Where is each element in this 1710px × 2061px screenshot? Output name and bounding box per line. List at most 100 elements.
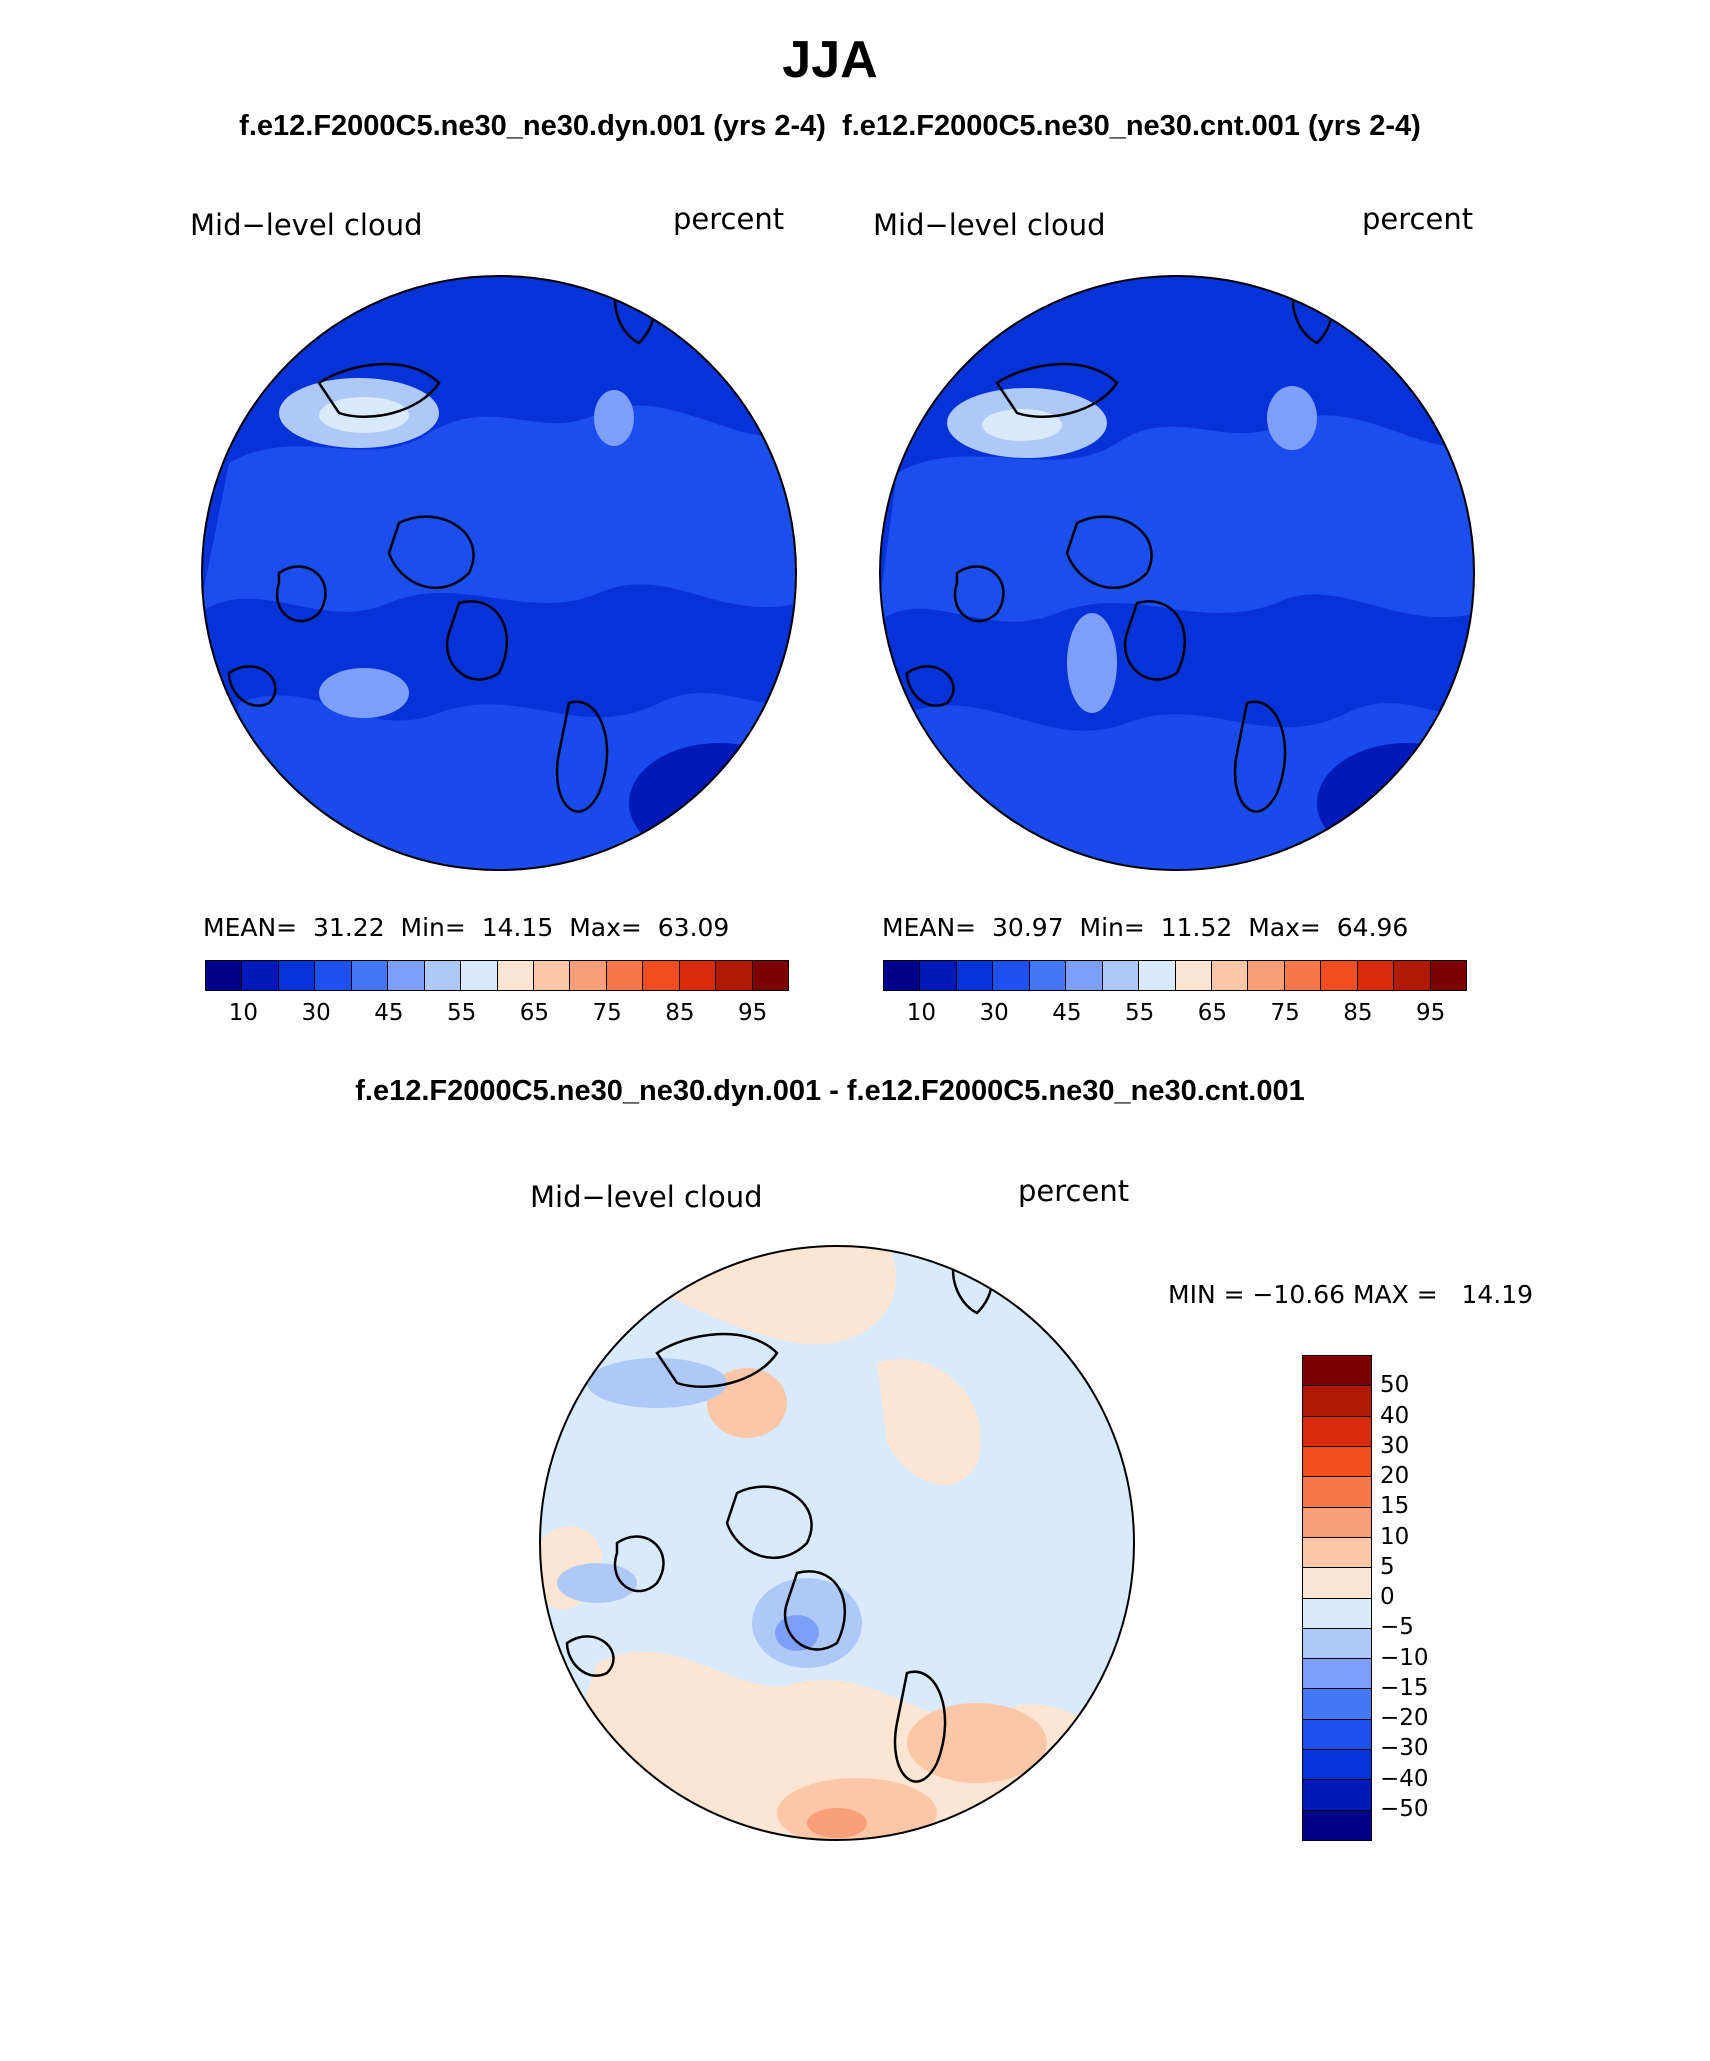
diff-colorbar-swatch	[1303, 1689, 1371, 1720]
diff-colorbar-swatch	[1303, 1386, 1371, 1417]
diff-units-label: percent	[1018, 1174, 1130, 1208]
colorbar-swatch	[1357, 961, 1395, 990]
left-cloud-max-core	[319, 397, 409, 433]
colorbar-swatch	[716, 961, 753, 990]
right-min-value: 11.52	[1160, 913, 1233, 942]
diff-polar-map	[539, 1245, 1135, 1841]
colorbar-tick-label: 10	[906, 1000, 937, 1026]
right-cloud-region-3	[1267, 386, 1317, 450]
diff-colorbar-tick-label: 20	[1380, 1463, 1410, 1489]
left-variable-label: Mid−level cloud	[190, 208, 423, 242]
colorbar-swatch	[424, 961, 462, 990]
diff-variable-label: Mid−level cloud	[530, 1180, 763, 1214]
colorbar-tick-label: 45	[1052, 1000, 1082, 1026]
case-title-right: f.e12.F2000C5.ne30_ne30.cnt.001 (yrs 2-4…	[842, 110, 1421, 142]
colorbar-tick-label: 75	[1270, 1000, 1300, 1026]
diff-colorbar-tick-label: −50	[1380, 1795, 1429, 1822]
colorbar-tick-label: 65	[519, 1000, 550, 1026]
left-max-label: Max=	[569, 913, 642, 942]
left-colorbar	[205, 960, 789, 991]
diff-colorbar-swatch	[1303, 1598, 1371, 1629]
right-max-label: Max=	[1248, 913, 1321, 942]
right-max-value: 64.96	[1336, 913, 1409, 942]
colorbar-swatch	[643, 961, 680, 990]
colorbar-swatch	[206, 961, 243, 990]
colorbar-tick-label: 85	[1343, 1000, 1373, 1026]
right-mean-value: 30.97	[992, 913, 1064, 942]
left-mean-value: 31.22	[313, 913, 385, 942]
colorbar-swatch	[242, 961, 279, 990]
colorbar-tick-label: 55	[1124, 1000, 1155, 1026]
colorbar-swatch	[1211, 961, 1249, 990]
left-map-border	[201, 275, 797, 871]
diff-positive-region-4	[877, 1359, 981, 1485]
diff-colorbar-tick-label: −15	[1380, 1674, 1429, 1701]
colorbar-swatch	[278, 961, 316, 990]
colorbar-swatch	[533, 961, 571, 990]
diff-positive-peak	[807, 1808, 867, 1838]
colorbar-swatch	[1284, 961, 1322, 990]
colorbar-swatch	[920, 961, 957, 990]
colorbar-swatch	[1029, 961, 1067, 990]
left-coastlines	[227, 280, 656, 813]
diff-colorbar-swatch	[1303, 1750, 1371, 1781]
left-cloud-region-2	[319, 668, 409, 718]
left-polar-map	[201, 275, 797, 871]
left-mean-label: MEAN=	[203, 913, 298, 942]
colorbar-tick-label: 30	[301, 1000, 331, 1026]
diff-colorbar-swatch	[1303, 1477, 1371, 1508]
diff-colorbar-swatch	[1303, 1446, 1371, 1478]
colorbar-swatch	[1394, 961, 1431, 990]
difference-title: f.e12.F2000C5.ne30_ne30.dyn.001 - f.e12.…	[355, 1075, 1305, 1107]
diff-colorbar-swatch	[1303, 1507, 1371, 1538]
colorbar-swatch	[461, 961, 498, 990]
diff-colorbar-tick-label: 5	[1380, 1553, 1395, 1580]
right-units-label: percent	[1362, 202, 1474, 236]
diff-negative-core	[775, 1615, 819, 1651]
colorbar-swatch	[679, 961, 717, 990]
colorbar-tick-label: 30	[979, 1000, 1009, 1026]
diff-colorbar-tick-label: 15	[1380, 1493, 1410, 1520]
diff-colorbar-swatch	[1303, 1628, 1371, 1660]
right-cloud-region-2	[1067, 613, 1117, 713]
diff-colorbar-swatch	[1303, 1416, 1371, 1447]
diff-colorbar-swatch	[1303, 1356, 1371, 1387]
season-title: JJA	[782, 31, 878, 89]
diff-colorbar-tick-label: −20	[1380, 1705, 1429, 1731]
colorbar-swatch	[1430, 961, 1466, 990]
colorbar-swatch	[1066, 961, 1103, 990]
right-colorbar	[883, 960, 1467, 991]
colorbar-swatch	[884, 961, 921, 990]
colorbar-swatch	[1102, 961, 1140, 990]
colorbar-tick-label: 95	[737, 1000, 768, 1026]
left-units-label: percent	[673, 202, 785, 236]
diff-colorbar	[1302, 1355, 1372, 1841]
left-min-label: Min=	[400, 913, 466, 942]
case-titles: f.e12.F2000C5.ne30_ne30.dyn.001 (yrs 2-4…	[0, 110, 1660, 143]
diff-colorbar-swatch	[1303, 1780, 1371, 1811]
diff-colorbar-tick-label: 50	[1380, 1372, 1410, 1399]
colorbar-tick-label: 65	[1197, 1000, 1228, 1026]
diff-negative-region-3	[557, 1563, 637, 1603]
colorbar-swatch	[1248, 961, 1285, 990]
right-mean-label: MEAN=	[882, 913, 977, 942]
colorbar-tick-label: 75	[592, 1000, 622, 1026]
left-min-value: 14.15	[481, 913, 554, 942]
left-colorbar-ticks: 10 30 45 55 65 75 85 95	[205, 1000, 787, 1030]
diff-colorbar-tick-label: 40	[1380, 1402, 1410, 1429]
diff-map-border	[539, 1245, 1135, 1841]
colorbar-tick-label: 95	[1415, 1000, 1446, 1026]
left-stats: MEAN= 31.22 Min= 14.15 Max= 63.09	[203, 913, 729, 942]
colorbar-swatch	[956, 961, 994, 990]
diff-colorbar-swatch	[1303, 1810, 1371, 1840]
left-cloud-region-3	[594, 390, 634, 446]
right-map-band-2	[880, 703, 1474, 870]
diff-positive-core-2	[907, 1703, 1047, 1783]
right-colorbar-ticks: 10 30 45 55 65 75 85 95	[883, 1000, 1465, 1030]
colorbar-tick-label: 55	[446, 1000, 477, 1026]
diff-minmax-text: MIN = −10.66 MAX = 14.19	[1168, 1280, 1534, 1309]
colorbar-swatch	[606, 961, 644, 990]
diff-colorbar-tick-label: −30	[1380, 1735, 1429, 1762]
left-low-cloud-region	[629, 743, 796, 863]
colorbar-swatch	[351, 961, 389, 990]
